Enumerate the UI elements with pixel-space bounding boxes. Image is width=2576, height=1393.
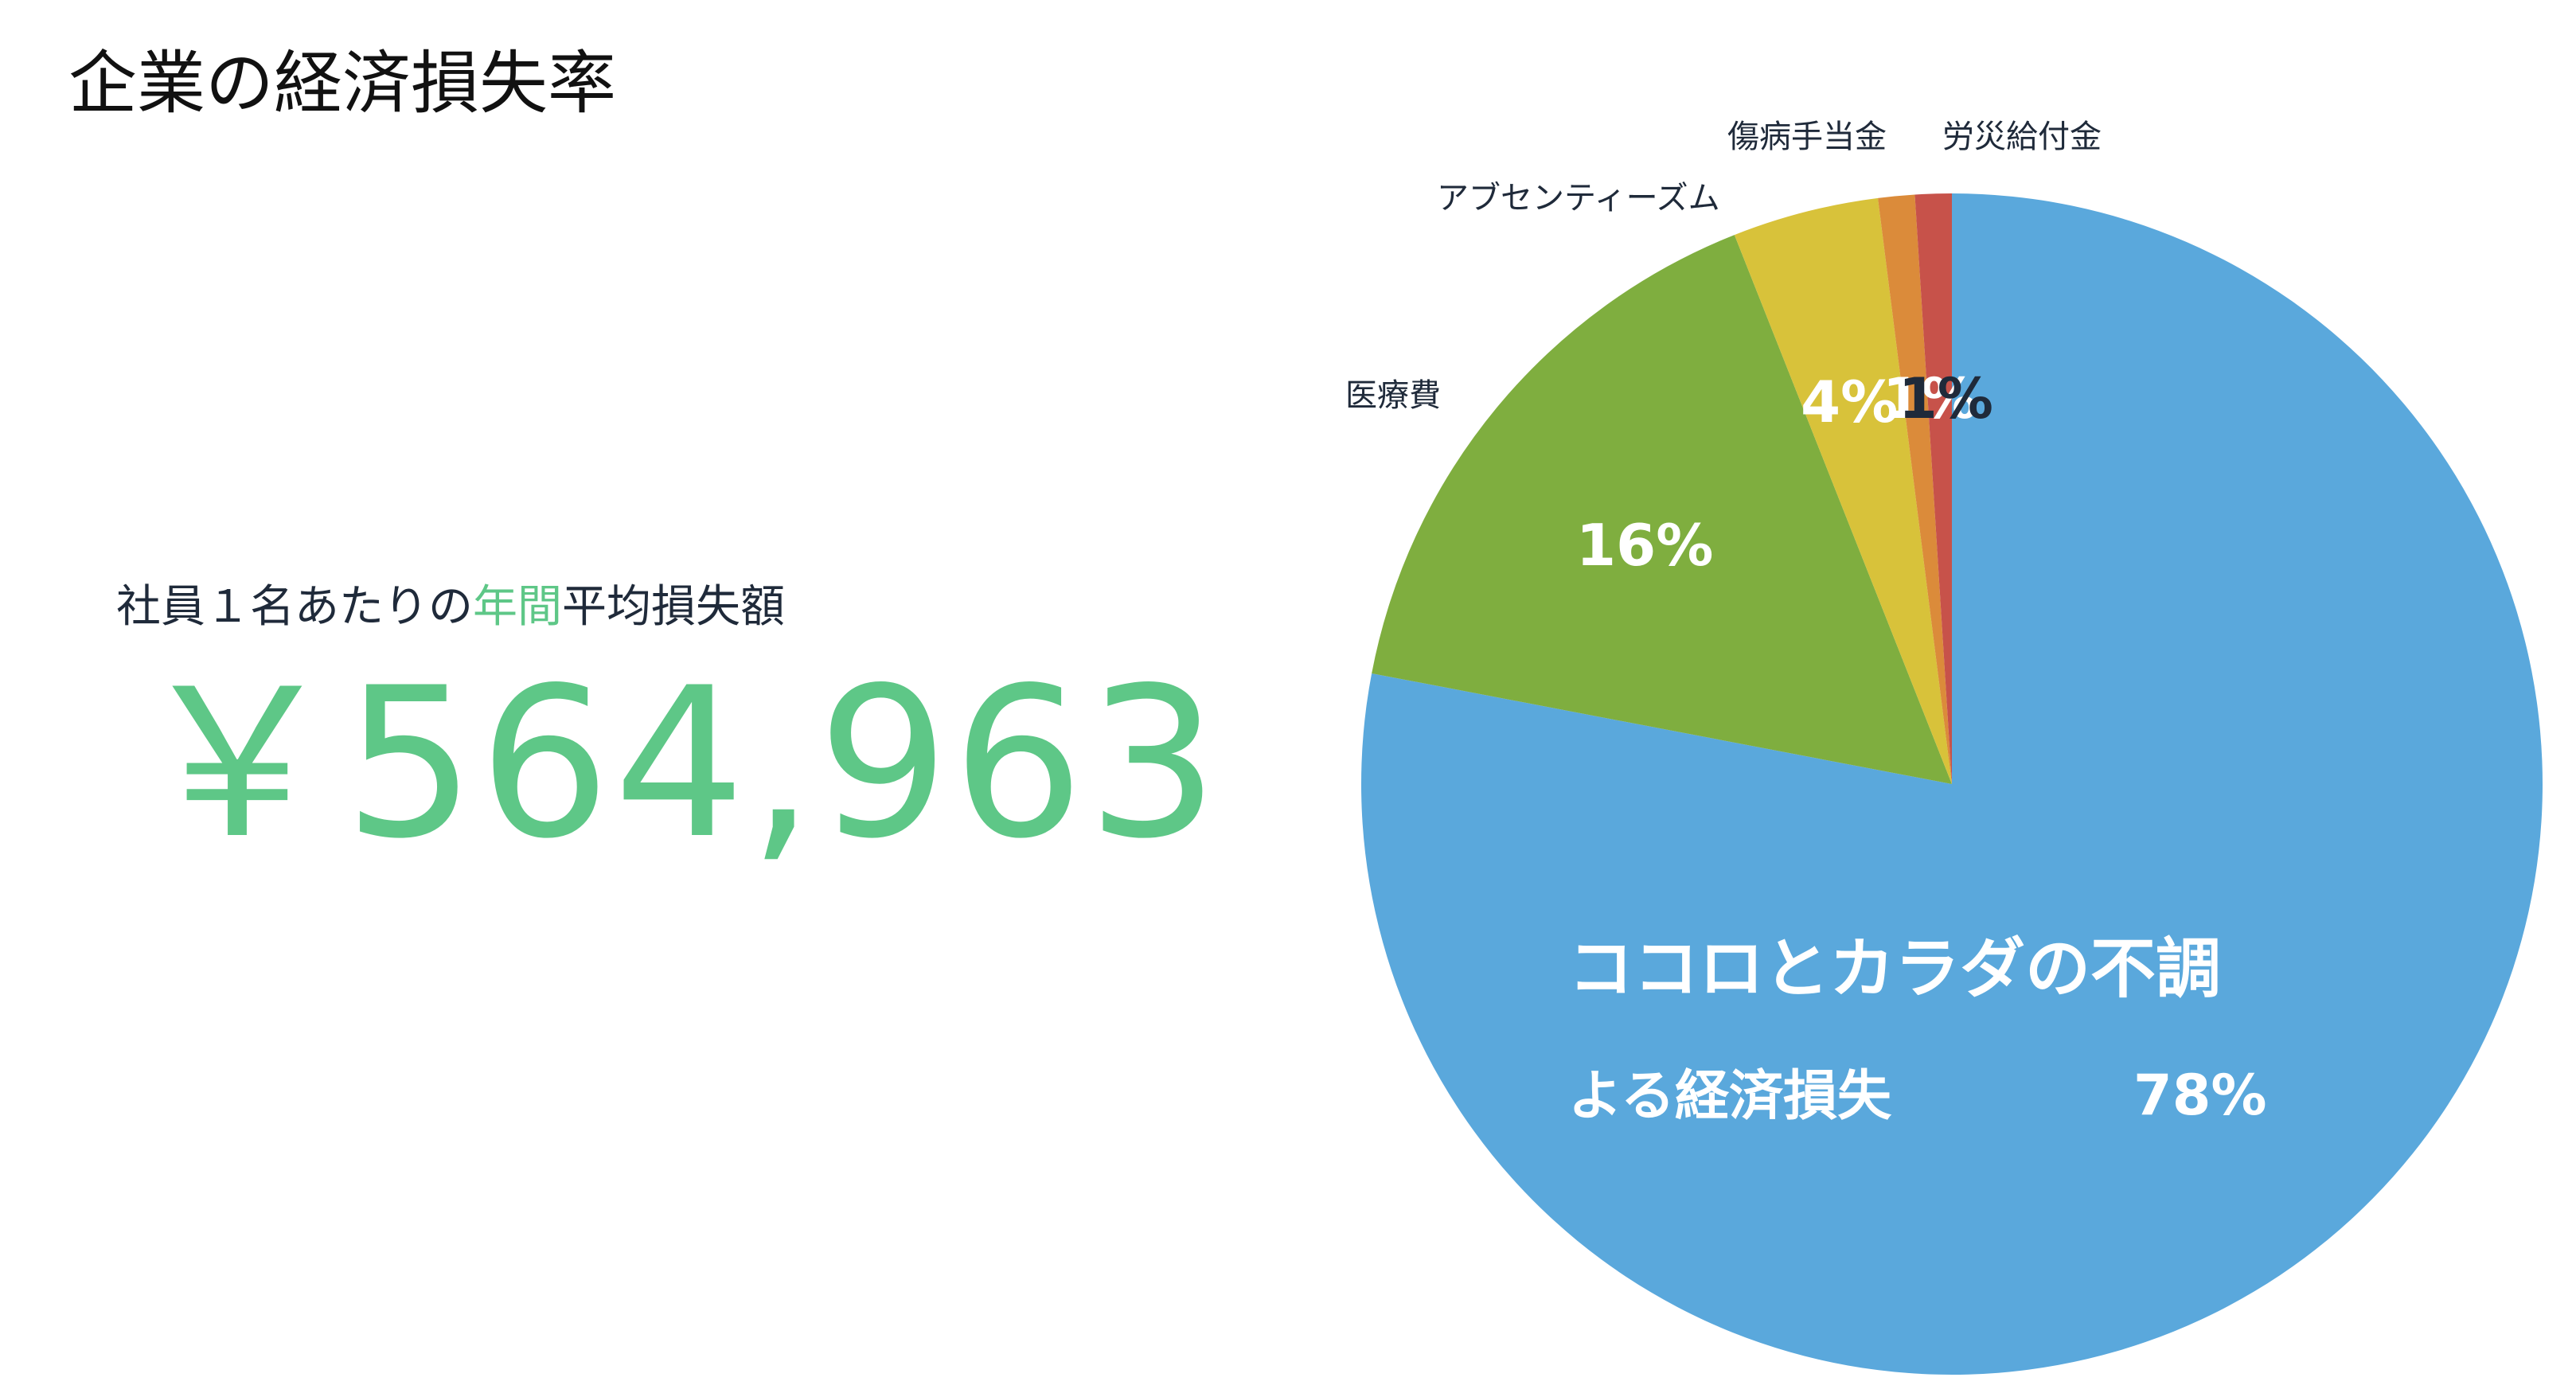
page-title: 企業の経済損失率 bbox=[68, 44, 616, 123]
subtitle-pre: 社員１名あたりの bbox=[116, 581, 473, 633]
slice-label-4: 労災給付金 bbox=[1942, 119, 2102, 155]
pie-slice-2 bbox=[1734, 197, 1952, 785]
slice-label-3: 傷病手当金 bbox=[1727, 119, 1887, 155]
subtitle: 社員１名あたりの年間平均損失額 bbox=[116, 585, 785, 630]
annual-loss-amount: ￥564,963 bbox=[134, 644, 1223, 884]
slice-value-1: 16% bbox=[1576, 512, 1713, 579]
pie-slice-4 bbox=[1914, 193, 1952, 784]
subtitle-accent: 年間 bbox=[473, 581, 562, 633]
slice-label-2: アブセンティーズム bbox=[1437, 180, 1720, 217]
slice-value-2: 4% bbox=[1801, 369, 1898, 435]
slice-label-0-line1: ココロとカラダの不調 bbox=[1568, 931, 2221, 1007]
slice-label-1: 医療費 bbox=[1345, 377, 1441, 414]
subtitle-post: 平均損失額 bbox=[562, 581, 785, 633]
slice-value-3: 1% bbox=[1883, 366, 1977, 431]
slice-label-0-line2: よる経済損失 bbox=[1568, 1065, 1892, 1128]
slice-value-0: 78% bbox=[2133, 1063, 2267, 1128]
pie-slice-1 bbox=[1372, 235, 1952, 784]
pie-slice-0 bbox=[1360, 193, 2543, 1375]
pie-slice-3 bbox=[1878, 194, 1952, 784]
slice-value-4: 1% bbox=[1899, 366, 1993, 431]
